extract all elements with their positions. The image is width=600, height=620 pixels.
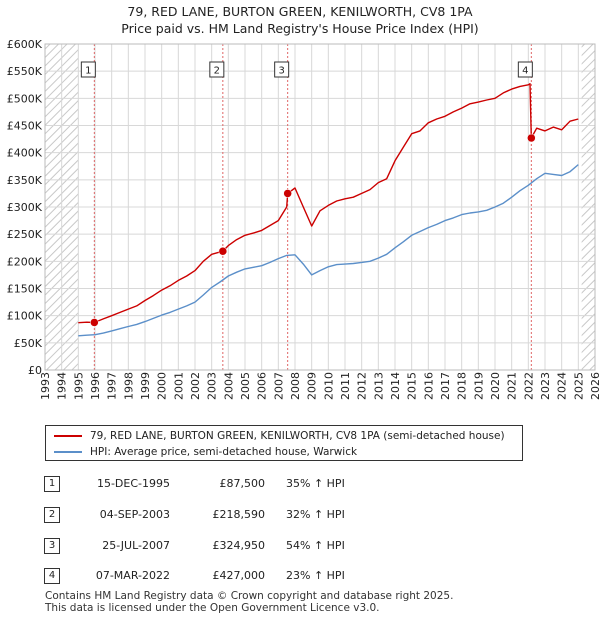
x-tick-label: 1997 (106, 372, 119, 400)
sale-hpi-change: 35% ↑ HPI (286, 477, 345, 490)
x-tick-label: 1995 (72, 372, 85, 400)
x-tick-label: 2026 (589, 372, 600, 400)
footer-line-copyright: Contains HM Land Registry data © Crown c… (45, 590, 454, 602)
legend: 79, RED LANE, BURTON GREEN, KENILWORTH, … (45, 425, 523, 461)
sale-hpi-change: 54% ↑ HPI (286, 539, 345, 552)
sale-number-label: 1 (85, 66, 91, 77)
sale-number-badge: 3 (44, 538, 60, 554)
sale-row: 1 15-DEC-1995 £87,500 35% ↑ HPI (0, 474, 600, 494)
x-tick-label: 2024 (556, 372, 569, 400)
x-tick-label: 2015 (406, 372, 419, 400)
x-tick-label: 2017 (439, 372, 452, 400)
y-tick-label: £50K (14, 337, 43, 350)
y-tick-label: £250K (7, 228, 43, 241)
sale-date: 15-DEC-1995 (96, 477, 170, 490)
plot-frame (44, 43, 596, 371)
sale-price: £87,500 (219, 477, 266, 490)
x-tick-label: 2011 (339, 372, 352, 400)
legend-label-property: 79, RED LANE, BURTON GREEN, KENILWORTH, … (90, 430, 505, 442)
y-tick-label: £350K (7, 174, 43, 187)
sale-row: 2 04-SEP-2003 £218,590 32% ↑ HPI (0, 505, 600, 525)
x-tick-label: 2016 (422, 372, 435, 400)
sale-hpi-change: 23% ↑ HPI (286, 569, 345, 582)
x-tick-label: 2018 (456, 372, 469, 400)
sale-row: 3 25-JUL-2007 £324,950 54% ↑ HPI (0, 536, 600, 556)
sale-date: 25-JUL-2007 (102, 539, 170, 552)
x-tick-label: 2005 (239, 372, 252, 400)
x-tick-label: 2007 (272, 372, 285, 400)
sale-number-badge: 2 (44, 507, 60, 523)
footer-line-licence: This data is licensed under the Open Gov… (45, 602, 380, 614)
sale-row: 4 07-MAR-2022 £427,000 23% ↑ HPI (0, 566, 600, 586)
x-tick-label: 1999 (139, 372, 152, 400)
legend-swatch-property (54, 435, 82, 437)
series-line-hpi (78, 164, 579, 337)
x-tick-label: 2012 (356, 372, 369, 400)
sale-number-box (274, 61, 290, 78)
y-tick-label: £0 (28, 364, 42, 377)
y-tick-label: £450K (7, 120, 43, 133)
sale-number-badge: 1 (44, 476, 60, 492)
sale-price: £324,950 (212, 539, 266, 552)
x-tick-label: 2010 (322, 372, 335, 400)
x-tick-label: 2021 (506, 372, 519, 400)
sale-price: £218,590 (212, 508, 266, 521)
sale-number-label: 3 (278, 66, 284, 77)
sale-number-box (517, 61, 533, 78)
x-tick-label: 2006 (256, 372, 269, 400)
sale-date: 07-MAR-2022 (95, 569, 170, 582)
sale-date: 04-SEP-2003 (99, 508, 170, 521)
chart-subtitle: Price paid vs. HM Land Registry's House … (121, 21, 479, 36)
y-tick-label: £400K (7, 147, 43, 160)
legend-label-hpi: HPI: Average price, semi-detached house,… (90, 446, 358, 458)
x-tick-label: 2020 (489, 372, 502, 400)
x-tick-label: 2023 (539, 372, 552, 400)
sale-number-box (80, 61, 96, 78)
x-tick-label: 2002 (189, 372, 202, 400)
x-tick-label: 1993 (39, 372, 52, 400)
chart-title: 79, RED LANE, BURTON GREEN, KENILWORTH, … (127, 4, 473, 19)
sale-point (90, 318, 99, 327)
sale-point (527, 133, 536, 143)
y-tick-label: £150K (7, 283, 43, 296)
sale-price: £427,000 (212, 569, 266, 582)
x-tick-label: 1996 (89, 372, 102, 400)
sale-number-label: 4 (522, 66, 528, 77)
x-tick-label: 2003 (206, 372, 219, 400)
sale-number-box (209, 61, 225, 78)
sale-point (218, 246, 228, 256)
x-tick-label: 2000 (156, 372, 169, 400)
x-tick-label: 2008 (289, 372, 302, 400)
x-tick-label: 2009 (306, 372, 319, 400)
y-tick-label: £200K (7, 255, 43, 268)
sale-hpi-change: 32% ↑ HPI (286, 508, 345, 521)
x-tick-label: 2014 (389, 372, 402, 400)
x-tick-label: 1998 (122, 372, 135, 400)
x-tick-label: 2019 (472, 372, 485, 400)
x-tick-label: 2025 (572, 372, 585, 400)
sale-number-badge: 4 (44, 568, 60, 584)
y-tick-label: £500K (7, 92, 43, 105)
y-tick-label: £100K (7, 310, 43, 323)
sale-point (283, 189, 292, 198)
series-line-property (78, 82, 579, 324)
footer-attribution: Contains HM Land Registry data © Crown c… (45, 590, 453, 614)
y-tick-label: £600K (7, 38, 43, 51)
x-tick-label: 2022 (522, 372, 535, 400)
x-tick-label: 2013 (372, 372, 385, 400)
x-tick-label: 2001 (172, 372, 185, 400)
x-tick-label: 2004 (222, 372, 235, 400)
price-chart: 1 2 3 4 £0 £50K £100K £150K £200K £250K £300K £350… (7, 38, 600, 400)
y-tick-label: £550K (7, 65, 43, 78)
sale-number-label: 2 (214, 66, 220, 77)
y-tick-label: £300K (7, 201, 43, 214)
x-tick-label: 1994 (56, 372, 69, 400)
legend-swatch-hpi (54, 451, 82, 453)
